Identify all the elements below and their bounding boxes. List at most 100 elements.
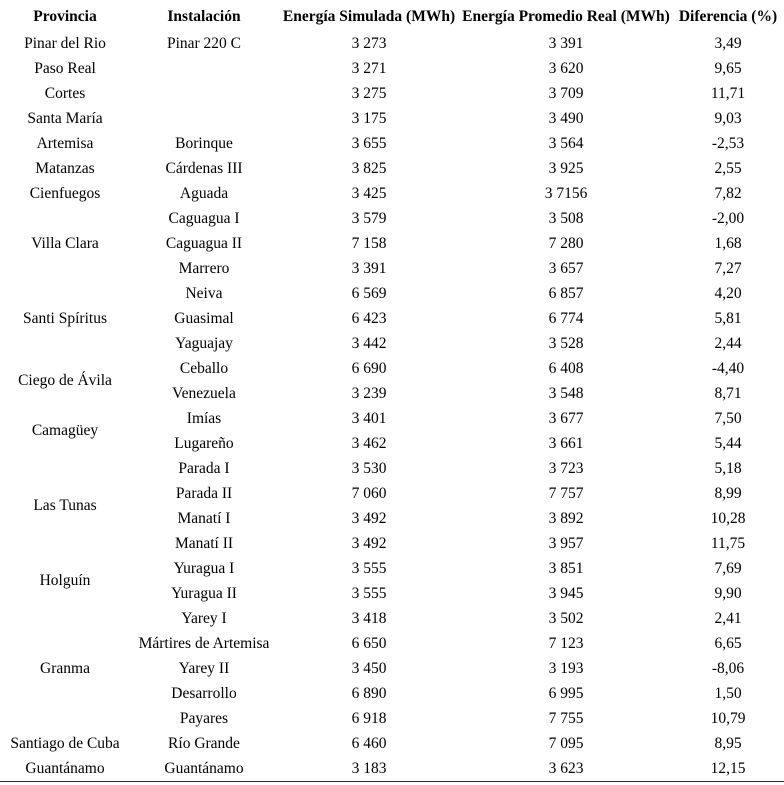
real-energy-cell: 6 774: [548, 309, 584, 327]
table-row: Marrero 3 391 3 657 7,27: [0, 256, 784, 281]
real-energy-cell: 6 995: [548, 684, 584, 702]
header-provincia: Provincia: [33, 7, 97, 25]
difference-cell: 10,28: [710, 509, 746, 527]
difference-cell: 7,50: [714, 409, 742, 427]
real-energy-cell: 3 508: [548, 209, 584, 227]
simulated-energy-cell: 3 275: [351, 84, 387, 102]
table-row: Cienfuegos Aguada 3 425 3 7156 7,82: [0, 181, 784, 206]
table-row: Ciego de Ávila Ceballo 6 690 6 408 -4,40: [0, 356, 784, 390]
header-energia-promedio-real: Energía Promedio Real (MWh): [462, 7, 670, 25]
table-row: Holguín Yuragua I 3 555 3 851 7,69: [0, 556, 784, 590]
table-row: Caguagua II 7 158 7 280 1,68: [0, 231, 784, 256]
installation-cell: Caguagua I: [168, 209, 240, 227]
real-energy-cell: 3 957: [548, 534, 584, 552]
table-row: Desarrollo 6 890 6 995 1,50: [0, 681, 784, 706]
province-cell: Camagüey: [31, 422, 99, 440]
table-row: Santi Spíritus Neiva 6 569 6 857 4,20: [0, 281, 784, 327]
real-energy-cell: 3 709: [548, 84, 584, 102]
installation-cell: Manatí II: [174, 534, 234, 552]
real-energy-cell: 3 623: [548, 759, 584, 777]
table-body: Pinar del Rio Pinar 220 C 3 273 3 391 3,49 Pa…: [0, 31, 784, 782]
real-energy-cell: 3 677: [548, 409, 584, 427]
province-cell: Granma: [40, 659, 90, 677]
difference-cell: 1,50: [714, 684, 742, 702]
installation-cell: Lugareño: [174, 434, 234, 452]
province-cell: Holguín: [39, 572, 91, 590]
installation-cell: Guantánamo: [164, 759, 244, 777]
difference-cell: 7,27: [714, 259, 742, 277]
difference-cell: 8,95: [714, 734, 742, 752]
simulated-energy-cell: 3 418: [351, 609, 387, 627]
table-row: Santiago de Cuba Río Grande 6 460 7 095 8,95: [0, 731, 784, 756]
table-row: Granma Yarey I 3 418 3 502 2,41: [0, 606, 784, 677]
simulated-energy-cell: 6 650: [351, 634, 387, 652]
real-energy-cell: 3 851: [548, 559, 584, 577]
real-energy-cell: 7 123: [548, 634, 584, 652]
table-row: Santa María 3 175 3 490 9,03: [0, 106, 784, 131]
simulated-energy-cell: 6 423: [351, 309, 387, 327]
difference-cell: 6,65: [714, 634, 742, 652]
simulated-energy-cell: 3 175: [351, 109, 387, 127]
province-cell: Paso Real: [34, 59, 96, 77]
installation-cell: Yarey II: [178, 659, 230, 677]
header-energia-simulada: Energía Simulada (MWh): [282, 7, 456, 25]
real-energy-cell: 7 757: [548, 484, 584, 502]
simulated-energy-cell: 3 555: [351, 584, 387, 602]
province-cell: Ciego de Ávila: [18, 372, 112, 390]
installation-cell: Caguagua II: [165, 234, 243, 252]
real-energy-cell: 3 657: [548, 259, 584, 277]
province-cell: Cienfuegos: [29, 184, 101, 202]
table-row: Manatí I 3 492 3 892 10,28: [0, 506, 784, 531]
difference-cell: 12,15: [710, 759, 746, 777]
table-row: Villa Clara Caguagua I 3 579 3 508 -2,00: [0, 206, 784, 252]
simulated-energy-cell: 3 492: [351, 509, 387, 527]
province-cell: Artemisa: [36, 134, 94, 152]
simulated-energy-cell: 3 391: [351, 259, 387, 277]
difference-cell: 2,41: [714, 609, 742, 627]
difference-cell: -8,06: [711, 659, 745, 677]
header-diferencia: Diferencia (%): [678, 7, 778, 25]
difference-cell: -2,53: [711, 134, 745, 152]
simulated-energy-cell: 3 425: [351, 184, 387, 202]
difference-cell: 9,03: [714, 109, 742, 127]
installation-cell: Venezuela: [172, 384, 236, 402]
province-cell: Pinar del Rio: [24, 34, 106, 52]
simulated-energy-cell: 6 690: [351, 359, 387, 377]
installation-cell: Cárdenas III: [165, 159, 243, 177]
province-cell: Matanzas: [35, 159, 95, 177]
installation-cell: Aguada: [179, 184, 229, 202]
province-cell: Cortes: [44, 84, 86, 102]
difference-cell: 9,65: [714, 59, 742, 77]
installation-cell: Yuragua I: [173, 559, 235, 577]
province-cell: Santiago de Cuba: [10, 734, 120, 752]
difference-cell: 9,90: [714, 584, 742, 602]
installation-cell: Ceballo: [179, 359, 229, 377]
simulated-energy-cell: 6 918: [351, 709, 387, 727]
table-row: Matanzas Cárdenas III 3 825 3 925 2,55: [0, 156, 784, 181]
difference-cell: 3,49: [714, 34, 742, 52]
table-row: Cortes 3 275 3 709 11,71: [0, 81, 784, 106]
difference-cell: 2,44: [714, 334, 742, 352]
simulated-energy-cell: 3 462: [351, 434, 387, 452]
installation-cell: Neiva: [185, 284, 223, 302]
table-row: Yuragua II 3 555 3 945 9,90: [0, 581, 784, 606]
simulated-energy-cell: 3 492: [351, 534, 387, 552]
real-energy-cell: 7 755: [548, 709, 584, 727]
table-row: Las Tunas Parada I 3 530 3 723 5,18: [0, 456, 784, 515]
real-energy-cell: 3 193: [548, 659, 584, 677]
simulated-energy-cell: 3 655: [351, 134, 387, 152]
table-row: Artemisa Borinque 3 655 3 564 -2,53: [0, 131, 784, 156]
table-row: Venezuela 3 239 3 548 8,71: [0, 381, 784, 406]
difference-cell: 4,20: [714, 284, 742, 302]
simulated-energy-cell: 6 569: [351, 284, 387, 302]
installation-cell: [130, 56, 278, 81]
difference-cell: 8,99: [714, 484, 742, 502]
installation-cell: Yaguajay: [175, 334, 233, 352]
installation-cell: Mártires de Artemisa: [138, 634, 270, 652]
real-energy-cell: 3 723: [548, 459, 584, 477]
simulated-energy-cell: 3 271: [351, 59, 387, 77]
province-cell: Guantánamo: [25, 759, 105, 777]
installation-cell: Marrero: [178, 259, 230, 277]
table-row: Parada II 7 060 7 757 8,99: [0, 481, 784, 506]
